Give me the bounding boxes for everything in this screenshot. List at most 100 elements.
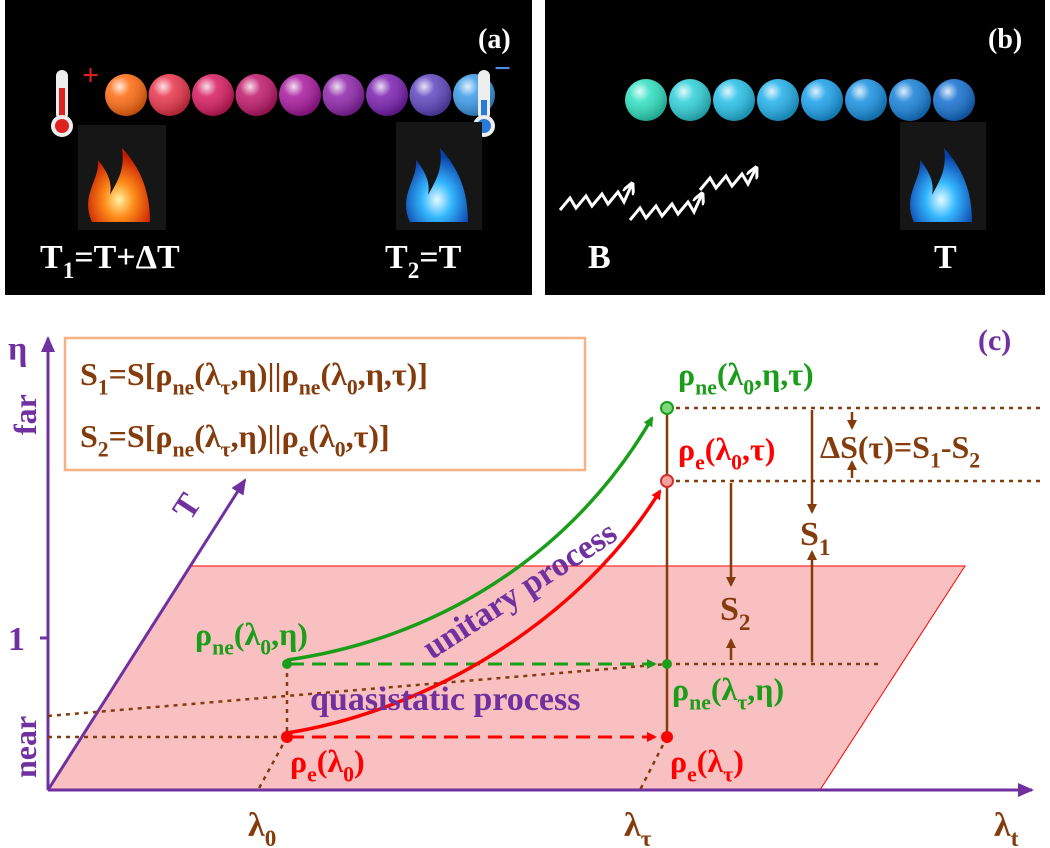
text-part: S bbox=[800, 516, 819, 553]
near-label: near bbox=[7, 716, 43, 778]
hot-temperature: T1=T+ΔT bbox=[40, 239, 180, 284]
spin-ball bbox=[322, 74, 365, 116]
text-part: (λ bbox=[705, 431, 732, 467]
rho-e-final-label: ρe(λ0,τ) bbox=[678, 431, 775, 475]
text-part: (λ bbox=[308, 418, 335, 454]
subscript: 2 bbox=[739, 610, 751, 636]
text-part: ρ bbox=[672, 671, 689, 707]
state-ne-final bbox=[660, 401, 674, 415]
text-part: ) bbox=[354, 743, 365, 779]
panel-a-label: (a) bbox=[478, 24, 511, 55]
spin-ball bbox=[105, 74, 147, 116]
subscript: τ bbox=[737, 691, 747, 715]
spin-ball bbox=[148, 74, 191, 116]
subscript: ne bbox=[212, 636, 234, 660]
cold-sign: − bbox=[494, 52, 511, 85]
text-part: (λ bbox=[234, 616, 261, 652]
s1-label: S1 bbox=[800, 516, 830, 561]
text-part: ,η)||ρ bbox=[231, 418, 299, 454]
unitary-e-arrow bbox=[286, 489, 662, 735]
subscript: 2 bbox=[98, 438, 109, 462]
rho-ne-quasistatic-label: ρne(λτ,η) bbox=[672, 671, 784, 715]
spin-ball bbox=[801, 79, 843, 121]
text-part: -S bbox=[941, 429, 969, 465]
spin-ball bbox=[845, 79, 887, 121]
subscript: e bbox=[299, 438, 309, 462]
text-part: ,η) bbox=[271, 616, 308, 652]
text-part: (λ bbox=[194, 356, 221, 392]
text-part: (λ bbox=[711, 671, 738, 707]
subscript: ne bbox=[172, 438, 194, 462]
chain-b bbox=[625, 79, 975, 121]
spin-ball bbox=[279, 74, 321, 116]
subscript: 2 bbox=[408, 258, 420, 284]
text-part: ΔS(τ)=S bbox=[820, 429, 930, 465]
text-part: ρ bbox=[195, 616, 212, 652]
subscript: 1 bbox=[98, 376, 109, 400]
spin-ball bbox=[366, 74, 408, 116]
text-part: =T+ΔT bbox=[74, 239, 180, 276]
text-part: ,η)||ρ bbox=[231, 356, 299, 392]
rho-e-quasistatic-label: ρe(λτ) bbox=[670, 743, 744, 787]
subscript: τ bbox=[723, 763, 733, 787]
text-part: (λ bbox=[194, 418, 221, 454]
t-axis-label: T bbox=[166, 487, 210, 526]
guide-lines bbox=[47, 406, 1042, 791]
subscript: ne bbox=[695, 376, 717, 400]
spin-ball bbox=[713, 79, 755, 121]
subscript: 1 bbox=[930, 449, 941, 473]
cold-bath-b bbox=[900, 122, 986, 230]
one-label: 1 bbox=[8, 621, 25, 658]
cold-bath-a bbox=[396, 122, 482, 230]
subscript: 0 bbox=[347, 376, 358, 400]
text-part: (λ bbox=[317, 743, 344, 779]
panel-b-label: (b) bbox=[988, 24, 1022, 55]
unitary-ne-arrow bbox=[286, 416, 654, 662]
text-part: ,η,τ) bbox=[754, 356, 814, 392]
state-e-initial bbox=[281, 731, 293, 743]
subscript: 0 bbox=[343, 763, 354, 787]
subscript: 0 bbox=[743, 376, 754, 400]
text-part: (λ bbox=[717, 356, 744, 392]
subscript: 2 bbox=[969, 449, 980, 473]
lambdat-label: λt bbox=[994, 807, 1019, 848]
subscript: 0 bbox=[731, 451, 742, 475]
text-part: ) bbox=[733, 743, 744, 779]
text-part: =S[ρ bbox=[109, 356, 173, 392]
subscript: ne bbox=[299, 376, 321, 400]
rho-ne-final-label: ρne(λ0,η,τ) bbox=[678, 356, 814, 400]
text-part: S bbox=[720, 591, 739, 628]
bath-t-label: T bbox=[934, 239, 957, 276]
panel-c-label: (c) bbox=[978, 324, 1011, 357]
chain-a bbox=[105, 74, 495, 116]
text-part: λ bbox=[248, 807, 265, 844]
spin-ball bbox=[625, 79, 667, 121]
text-part: λ bbox=[624, 807, 641, 844]
spin-ball bbox=[933, 79, 975, 121]
definition-box bbox=[63, 336, 587, 472]
delta-s-label: ΔS(τ)=S1-S2 bbox=[820, 429, 980, 473]
subscript: 0 bbox=[260, 636, 271, 660]
t-axis bbox=[46, 478, 247, 791]
subscript: ne bbox=[172, 376, 194, 400]
subscript: 0 bbox=[265, 826, 277, 848]
text-part: ρ bbox=[678, 356, 695, 392]
spin-ball bbox=[235, 74, 278, 116]
text-part: T bbox=[385, 239, 408, 276]
s2-definition: S2=S[ρne(λτ,η)||ρe(λ0,τ)] bbox=[80, 418, 390, 462]
text-part: ,η) bbox=[747, 671, 784, 707]
s2-label: S2 bbox=[720, 591, 750, 636]
subscript: 1 bbox=[63, 258, 75, 284]
subscript: t bbox=[1011, 826, 1019, 848]
subscript: e bbox=[695, 451, 705, 475]
subscript: τ bbox=[221, 376, 231, 400]
entropy-arrows bbox=[726, 410, 857, 662]
spin-ball bbox=[669, 79, 711, 121]
s1-definition: S1=S[ρne(λτ,η)||ρne(λ0,η,τ)] bbox=[80, 356, 428, 400]
eta-axis-label: η bbox=[8, 331, 27, 368]
subscript: 1 bbox=[819, 535, 831, 561]
radiation bbox=[558, 168, 756, 221]
thermometer-cold bbox=[473, 70, 495, 137]
